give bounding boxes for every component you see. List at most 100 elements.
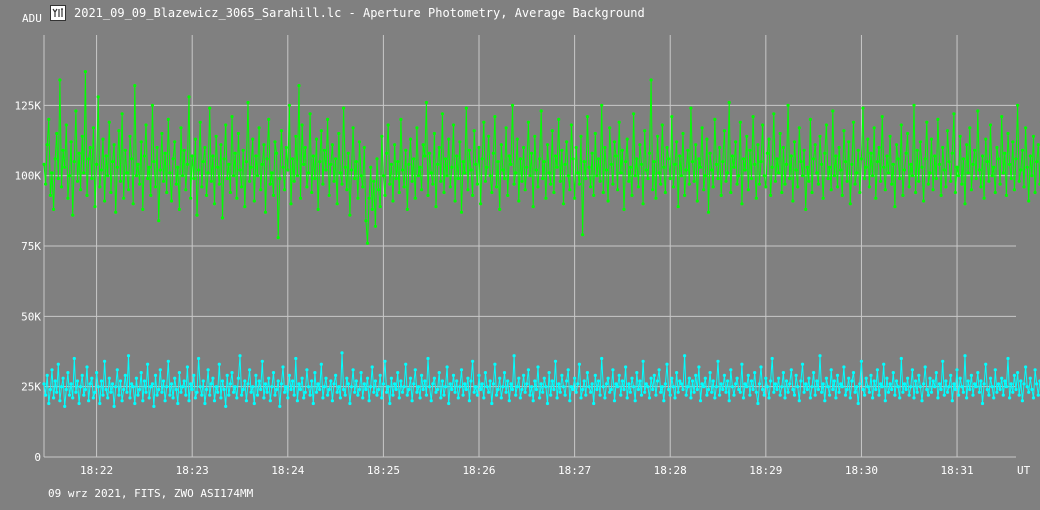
data-point [114, 385, 118, 389]
data-point [198, 385, 202, 389]
data-point [227, 162, 231, 166]
data-point [139, 371, 143, 375]
data-point [262, 143, 266, 147]
data-point [225, 373, 229, 377]
data-point [483, 371, 487, 375]
data-point [879, 179, 883, 183]
data-point [722, 373, 727, 377]
data-point [601, 190, 605, 195]
data-point [566, 368, 570, 372]
data-point [439, 396, 443, 400]
data-point [616, 188, 620, 192]
data-point [934, 371, 938, 375]
data-point [784, 162, 789, 166]
data-point [330, 399, 334, 403]
data-point [791, 387, 795, 392]
data-point [279, 129, 283, 133]
data-point [590, 382, 594, 386]
data-point [577, 362, 582, 366]
data-point [200, 185, 204, 189]
data-point [949, 373, 953, 377]
data-point [679, 174, 684, 178]
data-point [85, 193, 89, 197]
data-point [413, 368, 417, 372]
data-point [624, 365, 628, 369]
series-line [43, 352, 1040, 407]
data-point [922, 199, 926, 203]
data-point [254, 373, 258, 377]
data-point [773, 382, 778, 386]
data-point [42, 162, 46, 166]
data-point [871, 174, 875, 178]
data-point [103, 359, 107, 363]
data-point [690, 379, 695, 383]
data-point [59, 385, 64, 389]
data-point [289, 202, 293, 206]
data-point [520, 179, 524, 183]
data-point [1025, 165, 1029, 169]
data-point [802, 390, 806, 394]
data-point [509, 382, 513, 386]
data-point [573, 196, 577, 200]
data-point [298, 387, 303, 392]
data-point [866, 385, 870, 389]
data-point [67, 174, 72, 178]
data-point [807, 179, 811, 183]
data-point [308, 112, 312, 116]
data-point [945, 390, 950, 394]
data-point [359, 371, 363, 375]
data-point [781, 145, 786, 150]
data-point [314, 137, 319, 141]
data-point [287, 373, 291, 377]
data-point [628, 165, 633, 169]
data-point [557, 382, 561, 386]
data-point [496, 160, 500, 164]
data-point [179, 390, 183, 394]
data-point [496, 387, 500, 392]
data-point [741, 157, 746, 161]
data-point [1027, 199, 1031, 203]
data-point [697, 365, 701, 369]
data-point [404, 148, 408, 152]
data-point [743, 382, 747, 386]
data-point [996, 157, 1001, 161]
data-point [219, 396, 223, 400]
data-point [746, 188, 750, 192]
data-point [63, 404, 67, 408]
data-point [526, 120, 531, 124]
data-point [303, 390, 307, 394]
data-point [812, 371, 816, 375]
data-point [455, 154, 459, 158]
data-point [569, 385, 574, 389]
data-point [125, 171, 129, 175]
data-point [842, 129, 846, 133]
data-point [553, 359, 558, 363]
data-point [389, 162, 393, 166]
data-point [902, 168, 907, 172]
data-point [816, 387, 821, 392]
data-point [351, 368, 355, 372]
data-point [316, 382, 320, 386]
data-point [99, 168, 103, 172]
data-point [698, 165, 703, 169]
data-point [487, 390, 491, 394]
data-point [829, 368, 833, 372]
data-point [973, 148, 977, 152]
data-point [488, 379, 492, 383]
data-point [163, 151, 167, 155]
data-point [843, 393, 848, 397]
data-point [898, 176, 902, 181]
data-point [423, 379, 427, 383]
data-point [600, 356, 604, 361]
data-point [87, 157, 91, 161]
data-point [72, 356, 76, 361]
data-point [831, 387, 835, 392]
data-point [195, 213, 199, 217]
data-point [923, 157, 927, 161]
data-point [295, 399, 299, 403]
data-point [617, 120, 621, 124]
data-point [1004, 385, 1009, 389]
data-point [531, 205, 535, 209]
data-point [139, 140, 143, 144]
data-point [310, 190, 314, 195]
